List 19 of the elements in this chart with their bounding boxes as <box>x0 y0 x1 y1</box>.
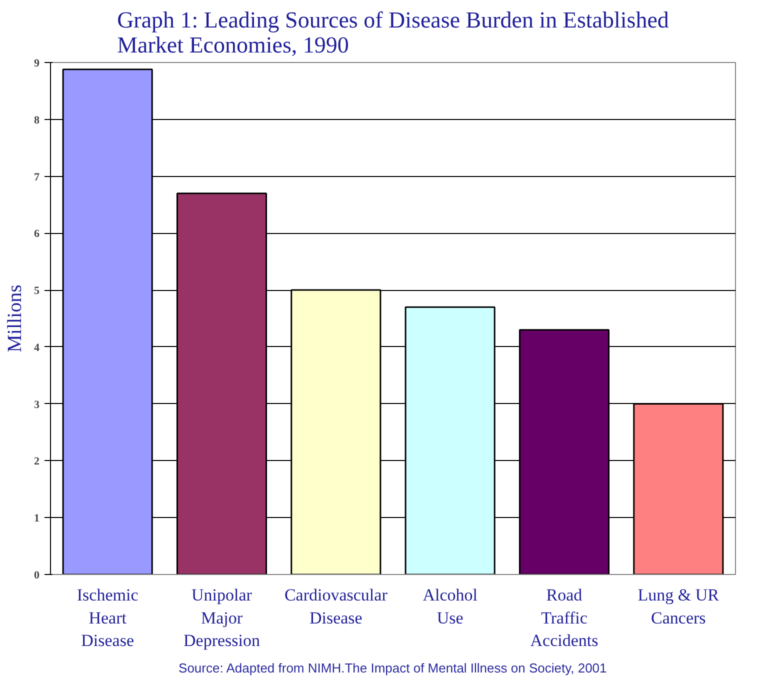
x-tick-label: Road Traffic Accidents <box>530 586 598 650</box>
x-tick-label: Cardiovascular Disease <box>284 586 388 628</box>
x-tick-label: Alcohol Use <box>422 586 478 628</box>
x-tick-label: Unipolar Major Depression <box>184 586 260 650</box>
y-tick-label: 9 <box>34 58 40 70</box>
y-tick-label: 0 <box>34 570 40 582</box>
y-tick-label: 3 <box>34 398 40 411</box>
y-tick-label: 2 <box>34 456 40 468</box>
y-tick-label: 5 <box>34 285 40 298</box>
y-axis-title: Millions <box>4 284 26 352</box>
x-tick-label: Ischemic Heart Disease <box>76 586 139 650</box>
y-tick-label: 8 <box>34 114 40 126</box>
x-tick-label: Lung & UR Cancers <box>638 586 720 628</box>
source-note: Source: Adapted from NIMH.The Impact of Mental Illness on Society, 2001 <box>178 660 607 676</box>
y-tick-label: 4 <box>34 342 40 354</box>
y-tick-label: 6 <box>34 228 40 240</box>
y-tick-label: 7 <box>34 171 40 184</box>
chart-title: Graph 1: Leading Sources of Disease Burden in Established Market Economies, 1990 <box>117 8 670 58</box>
y-tick-label: 1 <box>34 512 40 525</box>
